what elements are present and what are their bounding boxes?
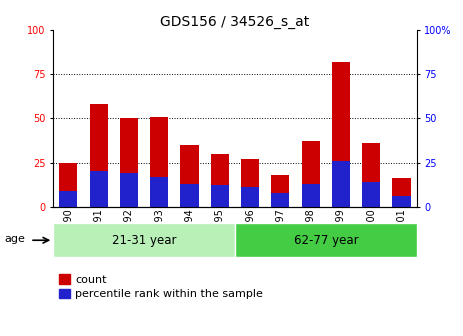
Bar	[235, 223, 417, 257]
Bar	[362, 182, 381, 207]
Bar	[301, 141, 320, 207]
Bar	[120, 173, 138, 207]
Bar	[90, 171, 108, 207]
Text: 21-31 year: 21-31 year	[112, 234, 176, 247]
Bar	[393, 196, 411, 207]
Bar	[241, 159, 259, 207]
Bar	[59, 163, 77, 207]
Text: 62-77 year: 62-77 year	[294, 234, 358, 247]
Bar	[53, 223, 235, 257]
Bar	[150, 117, 169, 207]
Bar	[90, 104, 108, 207]
Title: GDS156 / 34526_s_at: GDS156 / 34526_s_at	[160, 15, 310, 29]
Bar	[271, 175, 289, 207]
Bar	[271, 193, 289, 207]
Bar	[150, 177, 169, 207]
Bar	[211, 185, 229, 207]
Bar	[241, 187, 259, 207]
Bar	[120, 119, 138, 207]
Bar	[332, 62, 350, 207]
Bar	[332, 161, 350, 207]
Bar	[301, 184, 320, 207]
Bar	[181, 184, 199, 207]
Bar	[393, 178, 411, 207]
Bar	[362, 143, 381, 207]
Bar	[59, 191, 77, 207]
Bar	[211, 154, 229, 207]
Legend: count, percentile rank within the sample: count, percentile rank within the sample	[59, 275, 263, 299]
Bar	[181, 145, 199, 207]
Text: age: age	[5, 234, 25, 244]
